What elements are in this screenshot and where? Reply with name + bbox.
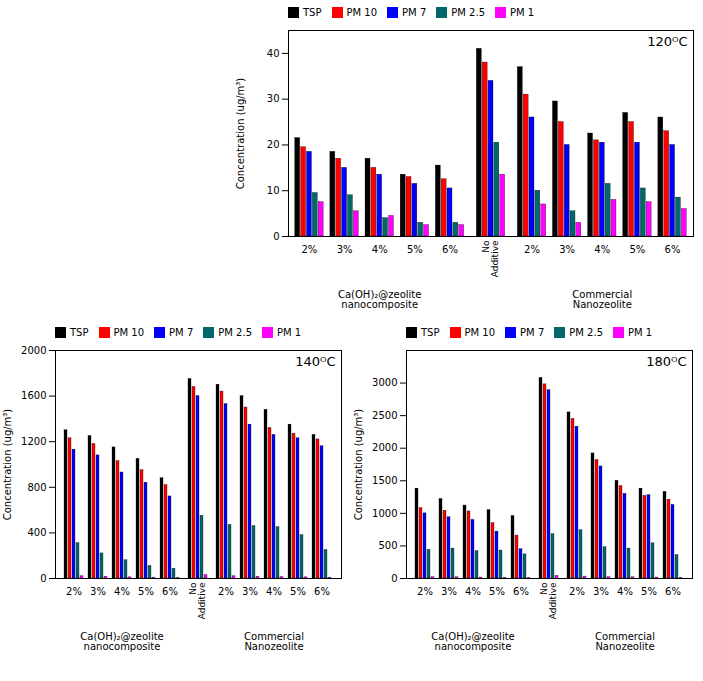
html-text:PM 2.5: PM 2.5 [569,326,603,338]
svg-text:Ca(OH)₂@zeolitenanocomposite: Ca(OH)₂@zeolitenanocomposite [338,289,421,310]
svg-text:5%: 5% [138,586,154,597]
svg-text:4%: 4% [266,586,282,597]
svg-text:3%: 3% [593,586,609,597]
svg-text:0: 0 [391,573,397,584]
svg-text:5%: 5% [290,586,306,597]
svg-text:4%: 4% [114,586,130,597]
svg-text:120ᴼC: 120ᴼC [647,34,687,49]
html-text:TSP: TSP [70,326,89,338]
html-text:TSP: TSP [421,326,440,338]
svg-text:1200: 1200 [21,436,46,447]
html-text:PM 1: PM 1 [628,326,653,338]
svg-text:3000: 3000 [372,377,397,388]
svg-text:Ca(OH)₂@zeolitenanocomposite: Ca(OH)₂@zeolitenanocomposite [431,631,514,652]
svg-text:30: 30 [267,93,280,104]
html-text:PM 2.5: PM 2.5 [218,326,252,338]
html-text:PM 1: PM 1 [510,6,535,18]
html-text:PM 10: PM 10 [464,326,496,338]
svg-text:6%: 6% [162,586,178,597]
html-text:PM 2.5: PM 2.5 [451,6,485,18]
svg-text:3%: 3% [441,586,457,597]
svg-text:NoAdditive: NoAdditive [188,582,207,619]
html-text:PM 7: PM 7 [169,326,194,338]
svg-text:40: 40 [267,48,280,59]
svg-text:3%: 3% [90,586,106,597]
svg-text:1000: 1000 [372,508,397,519]
html-text:PM 10: PM 10 [346,6,378,18]
svg-text:CommercialNanozeolite: CommercialNanozeolite [595,631,655,652]
svg-text:Concentration (ug/m³): Concentration (ug/m³) [235,78,246,190]
html-text:TSP: TSP [303,6,322,18]
svg-text:3%: 3% [242,586,258,597]
svg-text:6%: 6% [513,586,529,597]
svg-text:6%: 6% [665,586,681,597]
svg-text:20: 20 [267,139,280,150]
svg-text:Concentration (ug/m³): Concentration (ug/m³) [2,409,13,521]
svg-text:Concentration (ug/m³): Concentration (ug/m³) [353,409,364,521]
html-text:PM 7: PM 7 [402,6,427,18]
svg-text:2%: 2% [417,586,433,597]
svg-text:2%: 2% [524,244,540,255]
svg-text:2%: 2% [66,586,82,597]
svg-text:CommercialNanozeolite: CommercialNanozeolite [572,289,632,310]
svg-text:140ᴼC: 140ᴼC [295,354,335,369]
svg-text:5%: 5% [407,244,423,255]
svg-text:2000: 2000 [21,345,46,356]
svg-text:NoAdditive: NoAdditive [539,582,558,619]
svg-text:5%: 5% [629,244,645,255]
svg-text:5%: 5% [489,586,505,597]
svg-text:2000: 2000 [372,442,397,453]
svg-text:NoAdditive: NoAdditive [481,240,500,277]
svg-text:4%: 4% [372,244,388,255]
svg-text:180ᴼC: 180ᴼC [646,354,686,369]
svg-text:500: 500 [378,540,397,551]
svg-text:400: 400 [27,527,46,538]
svg-text:1500: 1500 [372,475,397,486]
svg-text:0: 0 [273,231,279,242]
svg-text:5%: 5% [641,586,657,597]
html-text:PM 7: PM 7 [520,326,545,338]
svg-text:0: 0 [40,573,46,584]
html-text:PM 10: PM 10 [113,326,145,338]
html-text:PM 1: PM 1 [277,326,302,338]
svg-text:2500: 2500 [372,410,397,421]
svg-text:4%: 4% [465,586,481,597]
svg-text:2%: 2% [302,244,318,255]
svg-text:6%: 6% [314,586,330,597]
svg-text:6%: 6% [442,244,458,255]
svg-text:4%: 4% [617,586,633,597]
svg-text:Ca(OH)₂@zeolitenanocomposite: Ca(OH)₂@zeolitenanocomposite [80,631,163,652]
svg-text:2%: 2% [218,586,234,597]
svg-text:2%: 2% [569,586,585,597]
svg-text:3%: 3% [559,244,575,255]
svg-text:4%: 4% [594,244,610,255]
svg-text:6%: 6% [665,244,681,255]
svg-text:CommercialNanozeolite: CommercialNanozeolite [244,631,304,652]
svg-text:1600: 1600 [21,390,46,401]
svg-text:800: 800 [27,482,46,493]
svg-text:10: 10 [267,185,280,196]
svg-text:3%: 3% [337,244,353,255]
